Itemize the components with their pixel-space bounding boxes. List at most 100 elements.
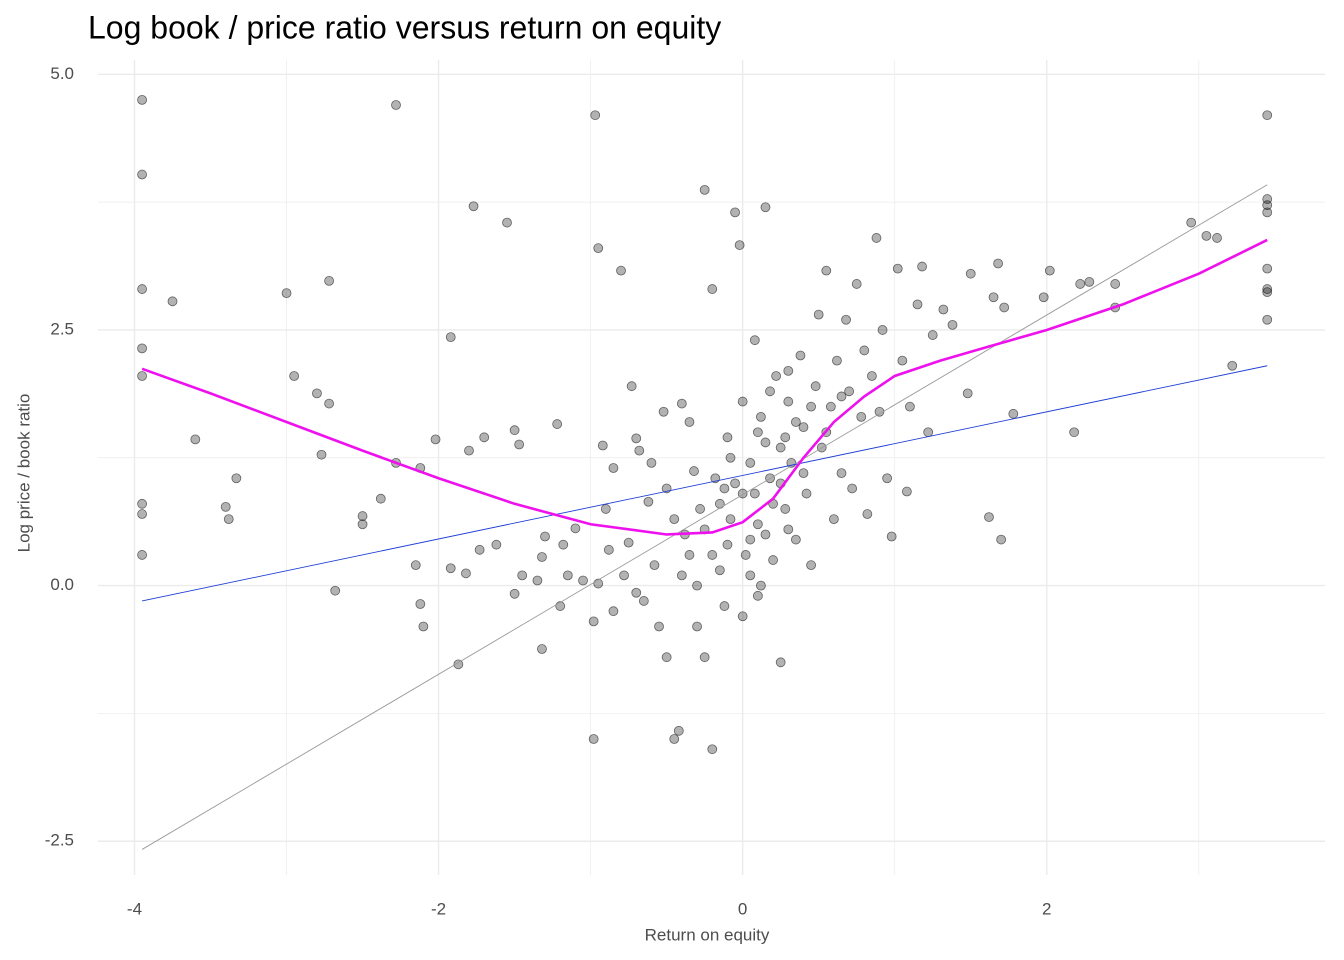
point xyxy=(590,110,601,121)
point xyxy=(917,261,927,272)
point xyxy=(844,386,855,397)
point xyxy=(740,550,751,560)
point xyxy=(775,657,786,668)
point xyxy=(357,511,368,521)
point xyxy=(619,570,629,581)
point xyxy=(756,580,766,591)
point xyxy=(509,588,520,599)
point xyxy=(775,442,786,453)
point xyxy=(923,427,934,438)
point xyxy=(1262,200,1273,211)
grid: -4 -2 0 2 -2.5 0.0 2.5 5.0 xyxy=(45,60,1325,918)
point xyxy=(927,330,938,340)
point xyxy=(737,611,748,622)
y-tick-label: 0.0 xyxy=(50,575,74,594)
fit-line xyxy=(141,238,1268,536)
point xyxy=(231,473,242,484)
point xyxy=(714,565,725,576)
point xyxy=(464,445,474,456)
point xyxy=(588,734,599,744)
point xyxy=(1262,110,1273,121)
point xyxy=(756,411,766,422)
point xyxy=(1262,284,1273,294)
point xyxy=(795,350,806,361)
point xyxy=(760,437,771,448)
point xyxy=(137,371,147,381)
point xyxy=(558,539,569,550)
point xyxy=(634,445,645,456)
point xyxy=(798,468,809,479)
point xyxy=(643,496,654,507)
point xyxy=(491,539,502,550)
point xyxy=(749,488,760,499)
point xyxy=(418,621,429,632)
point xyxy=(962,388,973,399)
point xyxy=(669,734,680,744)
point xyxy=(745,534,756,545)
point xyxy=(1038,292,1049,303)
point xyxy=(699,652,710,663)
points xyxy=(137,94,1273,755)
fit-line xyxy=(142,365,1268,602)
point xyxy=(874,406,885,417)
point xyxy=(1084,277,1095,287)
point xyxy=(871,233,882,243)
point xyxy=(661,652,672,663)
point xyxy=(856,411,867,422)
point xyxy=(453,659,464,670)
point xyxy=(780,432,791,443)
point xyxy=(745,457,756,468)
point xyxy=(999,302,1010,313)
point xyxy=(603,544,614,555)
point xyxy=(1262,207,1273,218)
point xyxy=(752,427,763,438)
point xyxy=(312,388,322,399)
point xyxy=(532,575,543,586)
fit-lines xyxy=(141,184,1268,850)
point xyxy=(783,524,794,535)
point xyxy=(330,585,341,596)
point xyxy=(730,207,740,218)
point xyxy=(689,466,699,476)
point xyxy=(832,355,842,366)
point xyxy=(479,432,490,443)
point xyxy=(608,606,619,617)
chart-title: Log book / price ratio versus return on … xyxy=(88,9,721,45)
y-axis-label: Log price / book ratio xyxy=(14,394,33,553)
point xyxy=(836,468,847,479)
y-tick-label: -2.5 xyxy=(45,831,74,850)
point xyxy=(509,425,520,436)
point xyxy=(752,519,763,530)
point xyxy=(445,563,456,574)
point xyxy=(654,621,664,632)
point xyxy=(692,621,702,632)
point xyxy=(905,401,915,412)
x-tick-label: 2 xyxy=(1042,899,1051,918)
point xyxy=(790,534,801,545)
fit-line xyxy=(141,184,1268,850)
point xyxy=(841,314,851,325)
point xyxy=(514,439,525,450)
point xyxy=(798,422,809,433)
point xyxy=(137,284,147,294)
point xyxy=(1110,279,1121,289)
point xyxy=(676,570,687,581)
point xyxy=(646,457,657,468)
point xyxy=(730,478,740,489)
point xyxy=(316,449,327,460)
point xyxy=(537,644,547,654)
point xyxy=(540,531,550,542)
point xyxy=(638,596,649,606)
point xyxy=(623,537,634,548)
point xyxy=(707,744,718,755)
point xyxy=(410,560,421,571)
point xyxy=(415,599,426,609)
point xyxy=(137,343,147,354)
point xyxy=(847,483,858,494)
point xyxy=(760,202,771,213)
point xyxy=(324,275,335,286)
x-tick-label: -2 xyxy=(431,899,446,918)
point xyxy=(517,570,528,581)
point xyxy=(616,265,626,276)
point xyxy=(137,498,147,509)
